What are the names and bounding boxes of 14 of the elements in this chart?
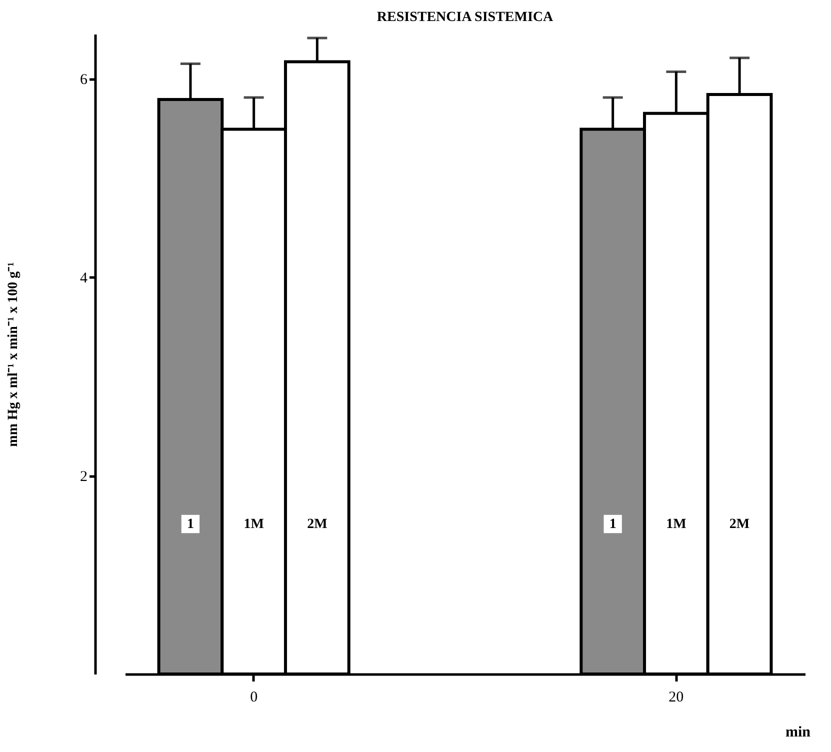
series-label: 1 (186, 517, 194, 532)
x-tick-label: 0 (250, 690, 258, 706)
y-tick-label: 4 (80, 270, 88, 287)
series-label: 1M (244, 517, 264, 532)
y-tick-label: 2 (80, 469, 88, 486)
text: 2M (729, 517, 750, 532)
y-axis-title: mm Hg x ml⁻¹ x min⁻¹ x 100 g⁻¹ (6, 262, 21, 447)
x-axis-title: min (786, 724, 812, 740)
x-tick-label: 20 (668, 690, 684, 706)
text: 1M (666, 517, 686, 532)
text: 1 (609, 517, 616, 532)
y-tick-label: 6 (80, 72, 88, 88)
series-label: 2M (307, 517, 328, 532)
chart-title: RESISTENCIA SISTEMICA (376, 10, 554, 25)
